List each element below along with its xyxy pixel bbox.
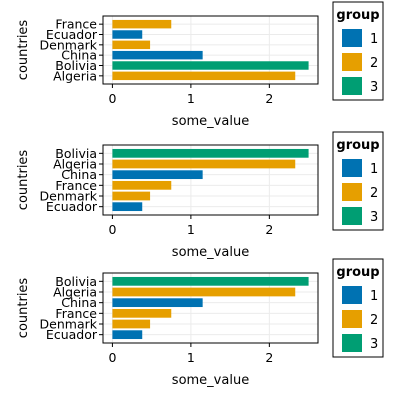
- plot-frame: [102, 15, 319, 85]
- y-tick-label: Algeria: [53, 68, 97, 83]
- legend-title: group: [336, 8, 379, 23]
- y-axis-label: countries: [16, 278, 31, 339]
- x-tick-label: 1: [187, 91, 195, 106]
- y-tick-label: Denmark: [40, 189, 98, 204]
- y-tick-label: France: [55, 306, 97, 321]
- legend-label: 2: [370, 56, 378, 71]
- x-axis-label: some_value: [172, 245, 249, 260]
- legend-swatch-3: [342, 334, 362, 352]
- legend-label: 3: [370, 210, 378, 225]
- y-tick-label: France: [55, 17, 97, 32]
- y-tick-label: Ecuador: [46, 327, 98, 342]
- y-axis-label: countries: [16, 20, 31, 81]
- bar-algeria: [112, 287, 296, 297]
- bar-ecuador: [112, 330, 143, 340]
- bar-france: [112, 180, 172, 190]
- legend-swatch-1: [342, 29, 362, 47]
- y-axis-label: countries: [16, 150, 31, 211]
- x-tick-label: 1: [187, 222, 195, 237]
- y-tick-label: Algeria: [53, 157, 97, 172]
- bar-france: [112, 19, 172, 29]
- bar-algeria: [112, 71, 296, 81]
- plot-frame: [102, 272, 319, 344]
- x-tick-label: 1: [187, 350, 195, 365]
- y-tick-label: Ecuador: [46, 199, 98, 214]
- x-tick-label: 2: [265, 350, 273, 365]
- plot-frame: [102, 144, 319, 216]
- y-tick-label: China: [61, 48, 97, 63]
- x-tick-label: 2: [265, 222, 273, 237]
- legend-swatch-2: [342, 53, 362, 71]
- legend-swatch-1: [342, 159, 362, 177]
- y-tick-label: Denmark: [40, 317, 98, 332]
- x-tick-label: 0: [108, 91, 116, 106]
- y-tick-label: Algeria: [53, 285, 97, 300]
- y-tick-label: Bolivia: [55, 146, 97, 161]
- y-tick-label: Bolivia: [55, 274, 97, 289]
- y-tick-label: China: [61, 167, 97, 182]
- legend-label: 1: [370, 162, 378, 177]
- y-tick-label: Ecuador: [46, 27, 98, 42]
- legend-swatch-3: [342, 77, 362, 95]
- bar-denmark: [112, 191, 151, 201]
- legend-label: 1: [370, 289, 378, 304]
- x-tick-label: 0: [108, 222, 116, 237]
- legend-swatch-1: [342, 286, 362, 304]
- legend-label: 3: [370, 80, 378, 95]
- bar-ecuador: [112, 202, 143, 212]
- legend-label: 1: [370, 32, 378, 47]
- legend-label: 2: [370, 186, 378, 201]
- bar-france: [112, 308, 172, 318]
- bar-china: [112, 298, 203, 308]
- y-tick-label: China: [61, 295, 97, 310]
- y-tick-label: Bolivia: [55, 58, 97, 73]
- bar-bolivia: [112, 61, 309, 70]
- bar-denmark: [112, 319, 151, 329]
- x-tick-label: 2: [265, 91, 273, 106]
- bar-denmark: [112, 40, 151, 50]
- y-tick-label: Denmark: [40, 37, 98, 52]
- bar-bolivia: [112, 148, 309, 158]
- bar-algeria: [112, 159, 296, 169]
- bar-ecuador: [112, 30, 143, 39]
- legend-title: group: [336, 265, 379, 280]
- legend-label: 2: [370, 313, 378, 328]
- legend-swatch-3: [342, 207, 362, 225]
- legend-swatch-2: [342, 183, 362, 201]
- legend: group 1 2 3: [332, 131, 384, 231]
- x-tick-label: 0: [108, 350, 116, 365]
- y-tick-label: France: [55, 178, 97, 193]
- x-axis-label: some_value: [172, 373, 249, 388]
- bar-bolivia: [112, 276, 309, 286]
- legend-label: 3: [370, 337, 378, 352]
- legend-title: group: [336, 138, 379, 153]
- x-axis-label: some_value: [172, 114, 249, 129]
- bar-china: [112, 50, 203, 60]
- legend: group 1 2 3: [332, 258, 384, 358]
- legend-swatch-2: [342, 310, 362, 328]
- bar-china: [112, 170, 203, 180]
- legend: group 1 2 3: [332, 1, 384, 101]
